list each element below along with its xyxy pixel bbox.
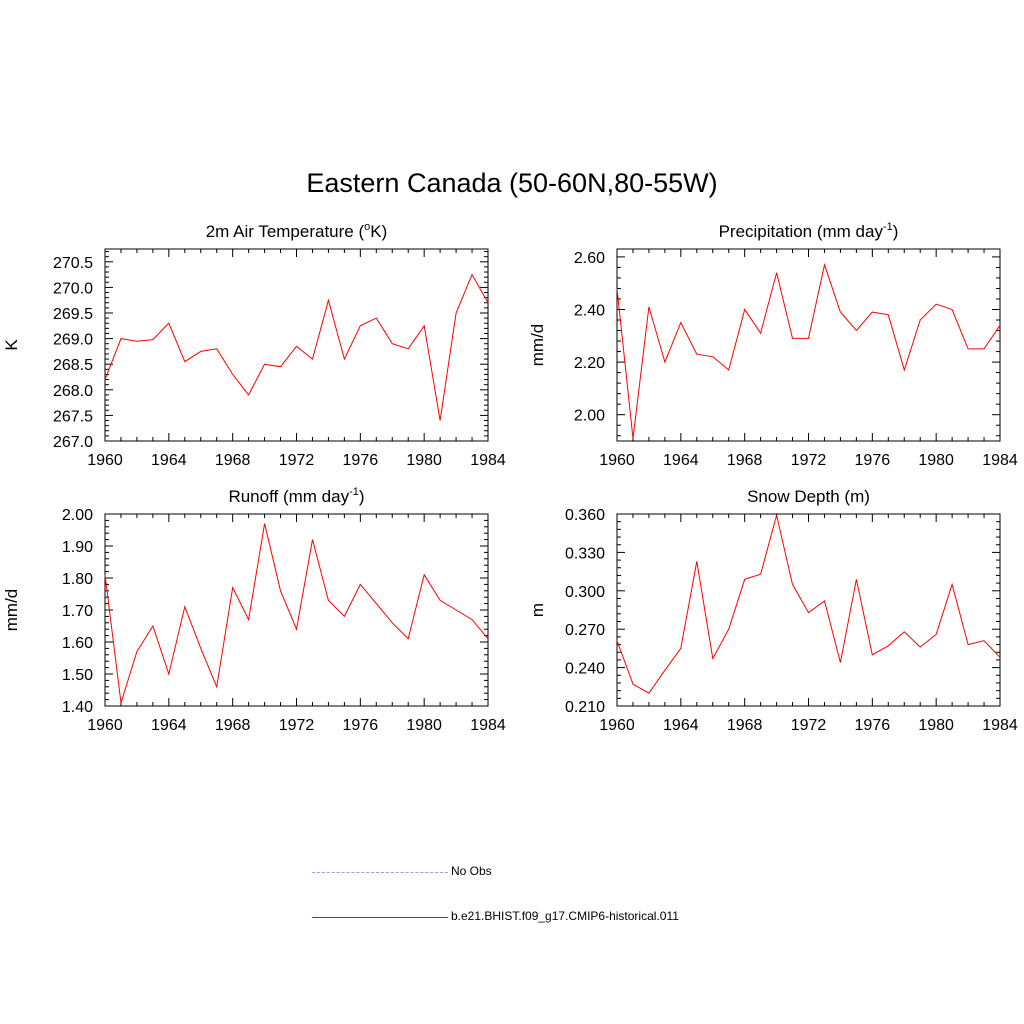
plot-frame <box>616 513 1001 707</box>
y-tick-label: 270.0 <box>53 280 93 297</box>
x-tick-label: 1984 <box>982 452 1018 469</box>
title-text: Precipitation (mm day <box>719 222 884 241</box>
x-tick-label: 1972 <box>279 452 315 469</box>
y-tick-label: 270.5 <box>53 255 93 272</box>
title-superscript: o <box>364 221 370 233</box>
x-tick-label: 1976 <box>855 452 891 469</box>
plot-frame <box>616 248 1001 442</box>
x-tick-label: 1976 <box>343 452 379 469</box>
title-text: ) <box>893 222 899 241</box>
y-tick-label: 0.360 <box>565 507 605 524</box>
y-tick-label: 2.00 <box>574 408 605 425</box>
x-tick-label: 1964 <box>663 452 699 469</box>
y-tick-label: 0.240 <box>565 661 605 678</box>
x-tick-label: 1972 <box>791 452 827 469</box>
x-tick-label: 1980 <box>918 452 954 469</box>
x-tick-label: 1968 <box>215 452 251 469</box>
y-tick-label: 268.0 <box>53 383 93 400</box>
title-text: Snow Depth (m) <box>747 487 870 506</box>
y-tick-label: 0.210 <box>565 699 605 716</box>
x-tick-label: 1976 <box>855 717 891 734</box>
x-tick-label: 1964 <box>151 717 187 734</box>
y-axis-label: mm/d <box>2 589 21 632</box>
x-tick-label: 1972 <box>279 717 315 734</box>
x-tick-label: 1984 <box>982 717 1018 734</box>
title-text: K) <box>370 222 387 241</box>
plot-frame <box>104 248 489 442</box>
x-tick-label: 1964 <box>663 717 699 734</box>
x-tick-label: 1964 <box>151 452 187 469</box>
y-tick-label: 0.330 <box>565 545 605 562</box>
panel-title: 2m Air Temperature (oK) <box>206 221 388 241</box>
y-axis-label: mm/d <box>528 324 547 367</box>
y-tick-label: 1.90 <box>62 539 93 556</box>
y-tick-label: 1.80 <box>62 571 93 588</box>
series-line <box>616 262 1001 439</box>
x-tick-label: 1960 <box>599 452 635 469</box>
y-tick-label: 0.270 <box>565 622 605 639</box>
title-text: 2m Air Temperature ( <box>206 222 365 241</box>
series-line <box>104 273 489 421</box>
y-tick-label: 268.5 <box>53 357 93 374</box>
x-tick-label: 1968 <box>215 717 251 734</box>
y-tick-label: 1.70 <box>62 603 93 620</box>
x-tick-label: 1984 <box>470 452 506 469</box>
y-tick-label: 1.60 <box>62 635 93 652</box>
legend-swatch-model-run <box>312 917 448 918</box>
legend-label-model-run: b.e21.BHIST.f09_g17.CMIP6-historical.011 <box>451 909 679 923</box>
x-tick-label: 1968 <box>727 452 763 469</box>
y-tick-label: 2.20 <box>574 355 605 372</box>
x-tick-label: 1976 <box>343 717 379 734</box>
panel-title: Snow Depth (m) <box>747 487 870 506</box>
plot-frame <box>104 513 489 707</box>
y-tick-label: 1.50 <box>62 667 93 684</box>
legend-swatch-no-obs <box>312 872 448 873</box>
title-superscript: -1 <box>349 486 359 498</box>
panel-air-temperature: 1960 1964 1968 1972 1976 1980 1984 267.0 267.5 26… <box>2 221 506 469</box>
panel-precipitation: 1960 1964 1968 1972 1976 1980 1984 2.00 2.20 2.40… <box>528 221 1018 469</box>
x-tick-label: 1968 <box>727 717 763 734</box>
legend-label-no-obs: No Obs <box>451 864 492 878</box>
title-text: ) <box>359 487 365 506</box>
series-line <box>104 523 489 703</box>
x-tick-label: 1980 <box>918 717 954 734</box>
y-tick-label: 2.60 <box>574 250 605 267</box>
figure-title: Eastern Canada (50-60N,80-55W) <box>306 168 718 198</box>
y-tick-label: 267.0 <box>53 434 93 451</box>
y-axis-label: m <box>528 603 547 617</box>
y-tick-label: 0.300 <box>565 584 605 601</box>
x-tick-label: 1960 <box>87 452 123 469</box>
title-superscript: -1 <box>883 221 893 233</box>
x-tick-label: 1960 <box>87 717 123 734</box>
panel-runoff: 1960 1964 1968 1972 1976 1980 1984 1.40 1.50 1.60… <box>2 486 506 734</box>
panel-title: Runoff (mm day-1) <box>228 486 364 506</box>
y-axis-label: K <box>2 339 21 351</box>
y-tick-label: 269.0 <box>53 332 93 349</box>
y-tick-label: 269.5 <box>53 306 93 323</box>
panel-title: Precipitation (mm day-1) <box>719 221 899 241</box>
series-line <box>616 515 1001 694</box>
x-tick-label: 1972 <box>791 717 827 734</box>
y-tick-label: 267.5 <box>53 408 93 425</box>
y-tick-label: 1.40 <box>62 699 93 716</box>
title-text: Runoff (mm day <box>228 487 349 506</box>
panel-snow-depth: 1960 1964 1968 1972 1976 1980 1984 0.210 0.240 0.… <box>528 487 1018 734</box>
x-tick-label: 1960 <box>599 717 635 734</box>
x-tick-label: 1980 <box>406 452 442 469</box>
y-tick-label: 2.00 <box>62 507 93 524</box>
y-tick-label: 2.40 <box>574 302 605 319</box>
x-tick-label: 1984 <box>470 717 506 734</box>
x-tick-label: 1980 <box>406 717 442 734</box>
